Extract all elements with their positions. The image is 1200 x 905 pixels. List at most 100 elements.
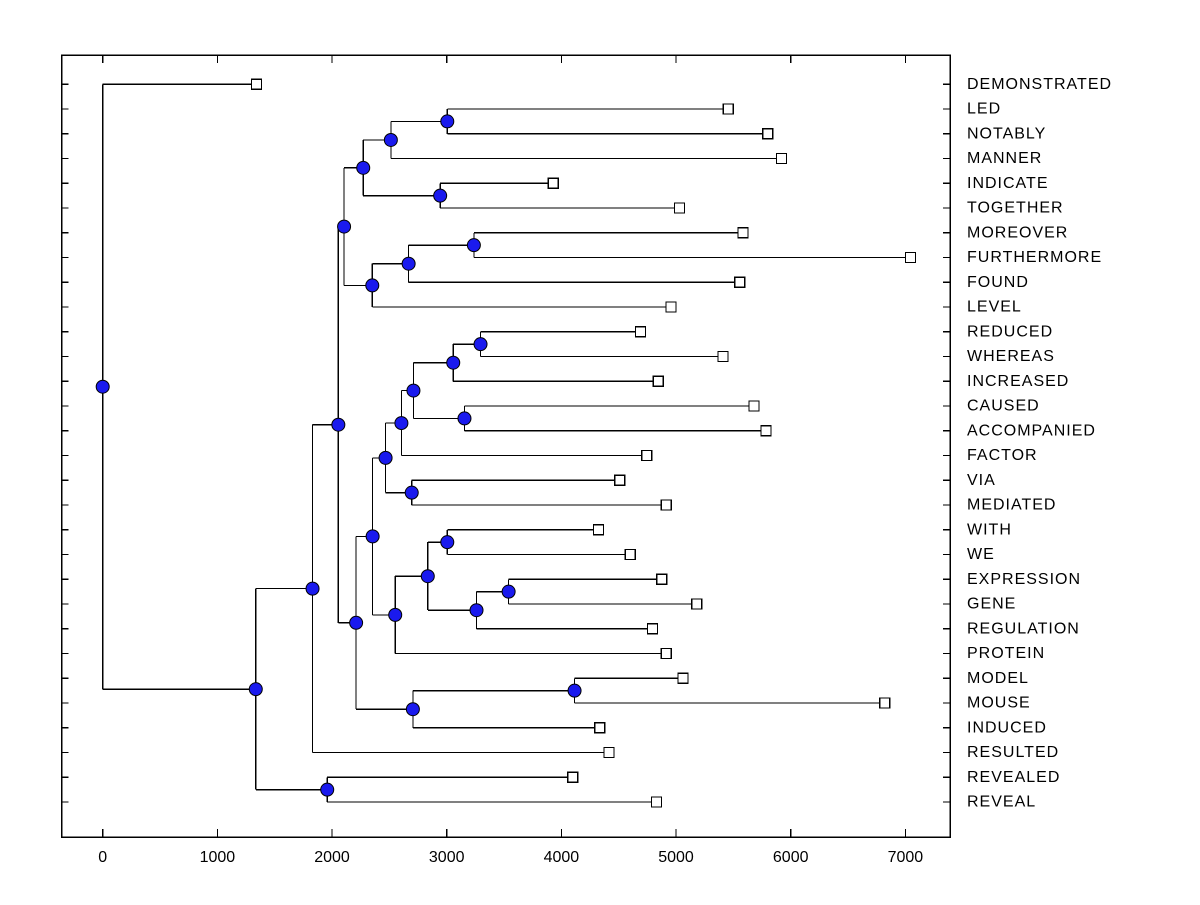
internal-node-marker — [331, 417, 346, 432]
leaf-label: REDUCED — [967, 323, 1053, 340]
leaf-label: FACTOR — [967, 447, 1038, 464]
leaf-node-marker — [634, 326, 647, 338]
internal-node-marker — [433, 188, 448, 203]
internal-node-marker — [473, 337, 488, 352]
leaf-node-marker — [762, 128, 774, 140]
plot-border — [60, 54, 951, 838]
leaf-label: CAUSED — [967, 398, 1040, 415]
internal-node-marker — [320, 782, 335, 797]
leaf-label: INCREASED — [967, 373, 1069, 390]
leaf-node-marker — [593, 524, 605, 536]
internal-node-marker — [356, 160, 371, 175]
leaf-node-marker — [641, 449, 653, 462]
internal-node-marker — [406, 383, 421, 398]
leaf-label: MOUSE — [967, 695, 1031, 712]
leaf-label: REVEALED — [967, 769, 1060, 786]
internal-node-markers — [95, 114, 582, 797]
leaf-label: MEDIATED — [967, 497, 1056, 514]
leaf-label: VIA — [967, 472, 996, 489]
internal-node-marker — [337, 219, 352, 234]
leaf-node-marker — [603, 746, 615, 759]
x-tick-label: 1000 — [200, 849, 236, 866]
internal-node-marker — [349, 615, 364, 630]
leaf-label: ACCOMPANIED — [967, 422, 1096, 439]
axis-ticks — [61, 55, 950, 837]
leaf-node-marker — [250, 78, 262, 90]
leaf-markers — [250, 78, 917, 808]
leaf-node-marker — [775, 152, 788, 165]
leaf-label: TOGETHER — [967, 200, 1064, 217]
leaf-labels: DEMONSTRATED LED NOTABLY MANNER INDICATE TOGE… — [967, 76, 1112, 811]
leaf-label: EXPRESSION — [967, 571, 1081, 588]
leaf-node-marker — [656, 573, 668, 585]
internal-node-marker — [248, 682, 263, 697]
leaf-label: FURTHERMORE — [967, 249, 1102, 266]
x-tick-label: 2000 — [314, 849, 350, 866]
internal-node-marker — [501, 584, 516, 599]
leaf-label: DEMONSTRATED — [967, 76, 1112, 93]
leaf-label: NOTABLY — [967, 125, 1046, 142]
leaf-node-marker — [748, 400, 760, 412]
internal-node-marker — [388, 607, 403, 622]
leaf-label: WE — [967, 546, 995, 563]
leaf-node-marker — [652, 375, 664, 387]
internal-node-marker — [469, 603, 484, 618]
internal-node-marker — [365, 529, 380, 544]
leaf-node-marker — [717, 350, 729, 363]
x-axis-tick-labels: 0 1000 2000 3000 4000 5000 6000 7000 — [98, 849, 923, 866]
internal-node-marker — [383, 132, 398, 147]
internal-node-marker — [440, 114, 455, 129]
leaf-node-marker — [614, 474, 626, 486]
internal-node-marker — [466, 238, 481, 253]
leaf-node-marker — [760, 425, 772, 437]
leaf-node-marker — [722, 103, 734, 115]
leaf-label: REGULATION — [967, 620, 1080, 637]
leaf-label: WHEREAS — [967, 348, 1055, 365]
leaf-node-marker — [665, 301, 677, 313]
internal-node-marker — [365, 278, 380, 293]
leaf-label: MANNER — [967, 150, 1042, 167]
leaf-label: PROTEIN — [967, 645, 1045, 662]
leaf-label: WITH — [967, 521, 1012, 538]
internal-node-marker — [567, 683, 582, 698]
leaf-node-marker — [567, 771, 579, 783]
leaf-node-marker — [594, 722, 606, 734]
leaf-node-marker — [646, 623, 659, 635]
leaf-node-marker — [547, 177, 559, 189]
internal-node-marker — [440, 535, 455, 550]
leaf-node-marker — [660, 647, 672, 660]
x-tick-label: 6000 — [773, 849, 809, 866]
leaf-node-marker — [734, 276, 746, 288]
x-tick-label: 4000 — [544, 849, 580, 866]
leaf-node-marker — [660, 499, 672, 511]
leaf-label: MOREOVER — [967, 224, 1068, 241]
internal-node-marker — [420, 569, 435, 584]
x-tick-label: 7000 — [888, 849, 924, 866]
tree-branches — [102, 83, 911, 803]
x-tick-label: 0 — [98, 849, 107, 866]
internal-node-marker — [404, 485, 419, 500]
internal-node-marker — [401, 256, 416, 271]
leaf-label: INDUCED — [967, 719, 1047, 736]
leaf-label: GENE — [967, 596, 1016, 613]
internal-node-marker — [95, 379, 110, 394]
leaf-node-marker — [691, 598, 703, 610]
internal-node-marker — [378, 450, 393, 465]
leaf-label: REVEAL — [967, 794, 1036, 811]
internal-node-marker — [394, 416, 409, 431]
leaf-node-marker — [650, 796, 663, 808]
leaf-label: INDICATE — [967, 175, 1048, 192]
leaf-node-marker — [624, 548, 636, 561]
leaf-node-marker — [879, 697, 891, 709]
internal-node-marker — [457, 411, 472, 426]
leaf-node-marker — [677, 672, 689, 684]
x-tick-label: 5000 — [658, 849, 694, 866]
leaf-node-marker — [737, 227, 749, 239]
internal-node-marker — [405, 702, 420, 717]
leaf-label: LEVEL — [967, 299, 1022, 316]
leaf-label: RESULTED — [967, 744, 1059, 761]
leaf-label: LED — [967, 101, 1001, 118]
internal-node-marker — [446, 355, 461, 370]
